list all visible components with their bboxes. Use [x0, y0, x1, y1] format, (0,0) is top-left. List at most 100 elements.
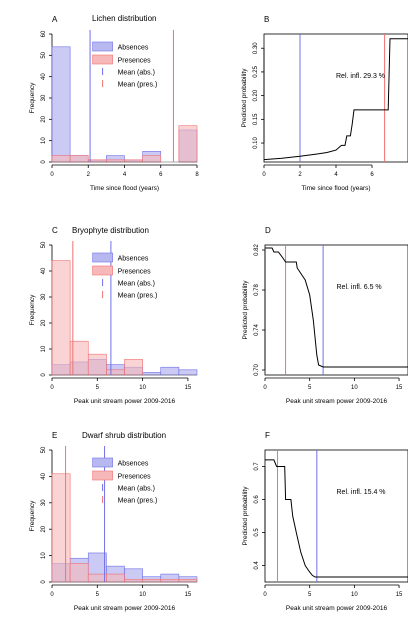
relative-influence-label: Rel. infl. 15.4 %	[337, 489, 386, 496]
legend-swatch-presences	[92, 54, 113, 65]
presence-bar	[87, 353, 107, 376]
presence-bar	[87, 159, 107, 163]
y-axis-label: Predicted probability	[242, 280, 249, 340]
legend-swatch-absences	[92, 252, 113, 263]
legend-label-mean-abs: Mean (abs.)	[118, 70, 155, 77]
y-tick-label: 10	[41, 552, 47, 559]
y-tick-label: 0.82	[254, 244, 260, 256]
presence-bar	[51, 473, 71, 583]
x-tick-label: 10	[139, 592, 146, 598]
y-tick-label: 0	[41, 580, 47, 584]
x-tick-label: 4	[123, 172, 127, 178]
presence-bar	[142, 155, 162, 163]
presence-bar	[106, 369, 125, 376]
presence-bar	[124, 579, 143, 583]
legend-swatch-absences	[92, 41, 113, 52]
legend-label-presences: Presences	[118, 58, 152, 65]
legend: Absences Presences Mean (abs.) Mean (pres.)	[92, 41, 157, 89]
panel-letter: F	[265, 431, 270, 440]
y-axis-label: Frequency	[29, 294, 36, 325]
x-tick-label: 15	[396, 592, 403, 598]
y-axis-label: Predicted probability	[241, 68, 248, 128]
x-tick-label: 8	[195, 172, 199, 178]
y-tick-label: 0.30	[253, 42, 259, 54]
panel-letter: A	[52, 15, 58, 24]
y-tick-label: 0.5	[254, 528, 260, 537]
x-tick-label: 5	[96, 592, 100, 598]
legend: Absences Presences Mean (abs.) Mean (pres.)	[92, 252, 158, 300]
x-tick-label: 0	[50, 592, 54, 598]
x-tick-label: 0	[50, 172, 54, 178]
panel-letter: D	[265, 226, 271, 235]
legend-label-presences: Presences	[118, 269, 152, 276]
y-axis-label: Predicted probability	[242, 486, 249, 546]
panel-a: A Lichen distribution 0 10 20 30 40 50 60 0 2 4 6 8 Ti…	[29, 14, 199, 192]
y-tick-label: 10	[41, 137, 47, 144]
legend-label-mean-pres: Mean (pres.)	[118, 498, 158, 505]
plot-box	[264, 449, 408, 583]
y-tick-label: 0.10	[253, 137, 259, 149]
y-tick-label: 40	[41, 267, 47, 274]
panel-f: F 0.4 0.5 0.6 0.7 0 5 10 15 Peak unit stream powe…	[242, 431, 408, 612]
panel-letter: B	[264, 15, 269, 24]
y-tick-label: 0.70	[254, 364, 260, 376]
legend-swatch-presences	[92, 470, 113, 481]
presence-bar	[87, 573, 107, 583]
panel-letter: C	[52, 226, 58, 235]
y-axis-label: Frequency	[29, 500, 36, 531]
panel-e: E Dwarf shrub distribution 0 10 20 30 40 50 0 5 10…	[29, 431, 198, 612]
y-tick-label: 0.78	[254, 284, 260, 296]
presence-bar	[69, 155, 89, 163]
legend-label-mean-pres: Mean (pres.)	[118, 293, 158, 300]
plot-box	[263, 33, 408, 163]
y-tick-label: 0.7	[254, 462, 260, 471]
presence-bar	[178, 125, 198, 163]
y-tick-label: 50	[41, 446, 47, 453]
presence-bar	[69, 563, 89, 583]
response-curve	[265, 247, 408, 368]
y-tick-label: 0.4	[254, 561, 260, 570]
x-tick-label: 0	[263, 592, 267, 598]
chart-title: Lichen distribution	[92, 14, 156, 23]
x-tick-label: 4	[334, 172, 338, 178]
x-tick-label: 15	[185, 385, 192, 391]
legend-swatch-presences	[92, 265, 113, 276]
y-tick-label: 30	[41, 293, 47, 300]
x-tick-label: 10	[351, 385, 358, 391]
y-tick-label: 20	[41, 319, 47, 326]
legend: Absences Presences Mean (abs.) Mean (pres.)	[92, 457, 158, 505]
absence-bar	[160, 366, 180, 376]
x-tick-label: 2	[87, 172, 91, 178]
y-tick-label: 0.15	[253, 113, 259, 125]
chart-title: Dwarf shrub distribution	[82, 431, 166, 440]
x-tick-label: 2	[298, 172, 302, 178]
x-axis-label: Peak unit stream power 2009-2016	[74, 605, 176, 612]
chart-title: Bryophyte distribution	[72, 226, 149, 235]
y-tick-label: 0.6	[254, 495, 260, 504]
response-curve	[265, 459, 408, 578]
absence-bar	[178, 369, 198, 376]
x-axis-label: Peak unit stream power 2009-2016	[286, 398, 388, 405]
presence-bar	[51, 260, 71, 376]
legend-label-absences: Absences	[118, 45, 149, 52]
y-tick-label: 20	[41, 525, 47, 532]
y-tick-label: 10	[41, 345, 47, 352]
y-tick-label: 0.20	[253, 89, 259, 101]
absence-bar	[142, 372, 162, 376]
y-tick-label: 30	[41, 94, 47, 101]
x-axis-label: Time since flood (years)	[90, 185, 159, 192]
x-tick-label: 15	[185, 592, 192, 598]
x-tick-label: 5	[308, 385, 312, 391]
y-tick-label: 20	[41, 115, 47, 122]
y-tick-label: 50	[41, 51, 47, 58]
x-axis-label: Peak unit stream power 2009-2016	[286, 605, 388, 612]
x-tick-label: 15	[396, 385, 403, 391]
legend-label-presences: Presences	[118, 474, 152, 481]
y-tick-label: 0.74	[254, 324, 260, 336]
presence-bar	[124, 359, 143, 376]
plot-box	[264, 244, 408, 376]
x-tick-label: 5	[308, 592, 312, 598]
relative-influence-label: Rel. infl. 29.3 %	[336, 73, 385, 80]
y-tick-label: 40	[41, 472, 47, 479]
